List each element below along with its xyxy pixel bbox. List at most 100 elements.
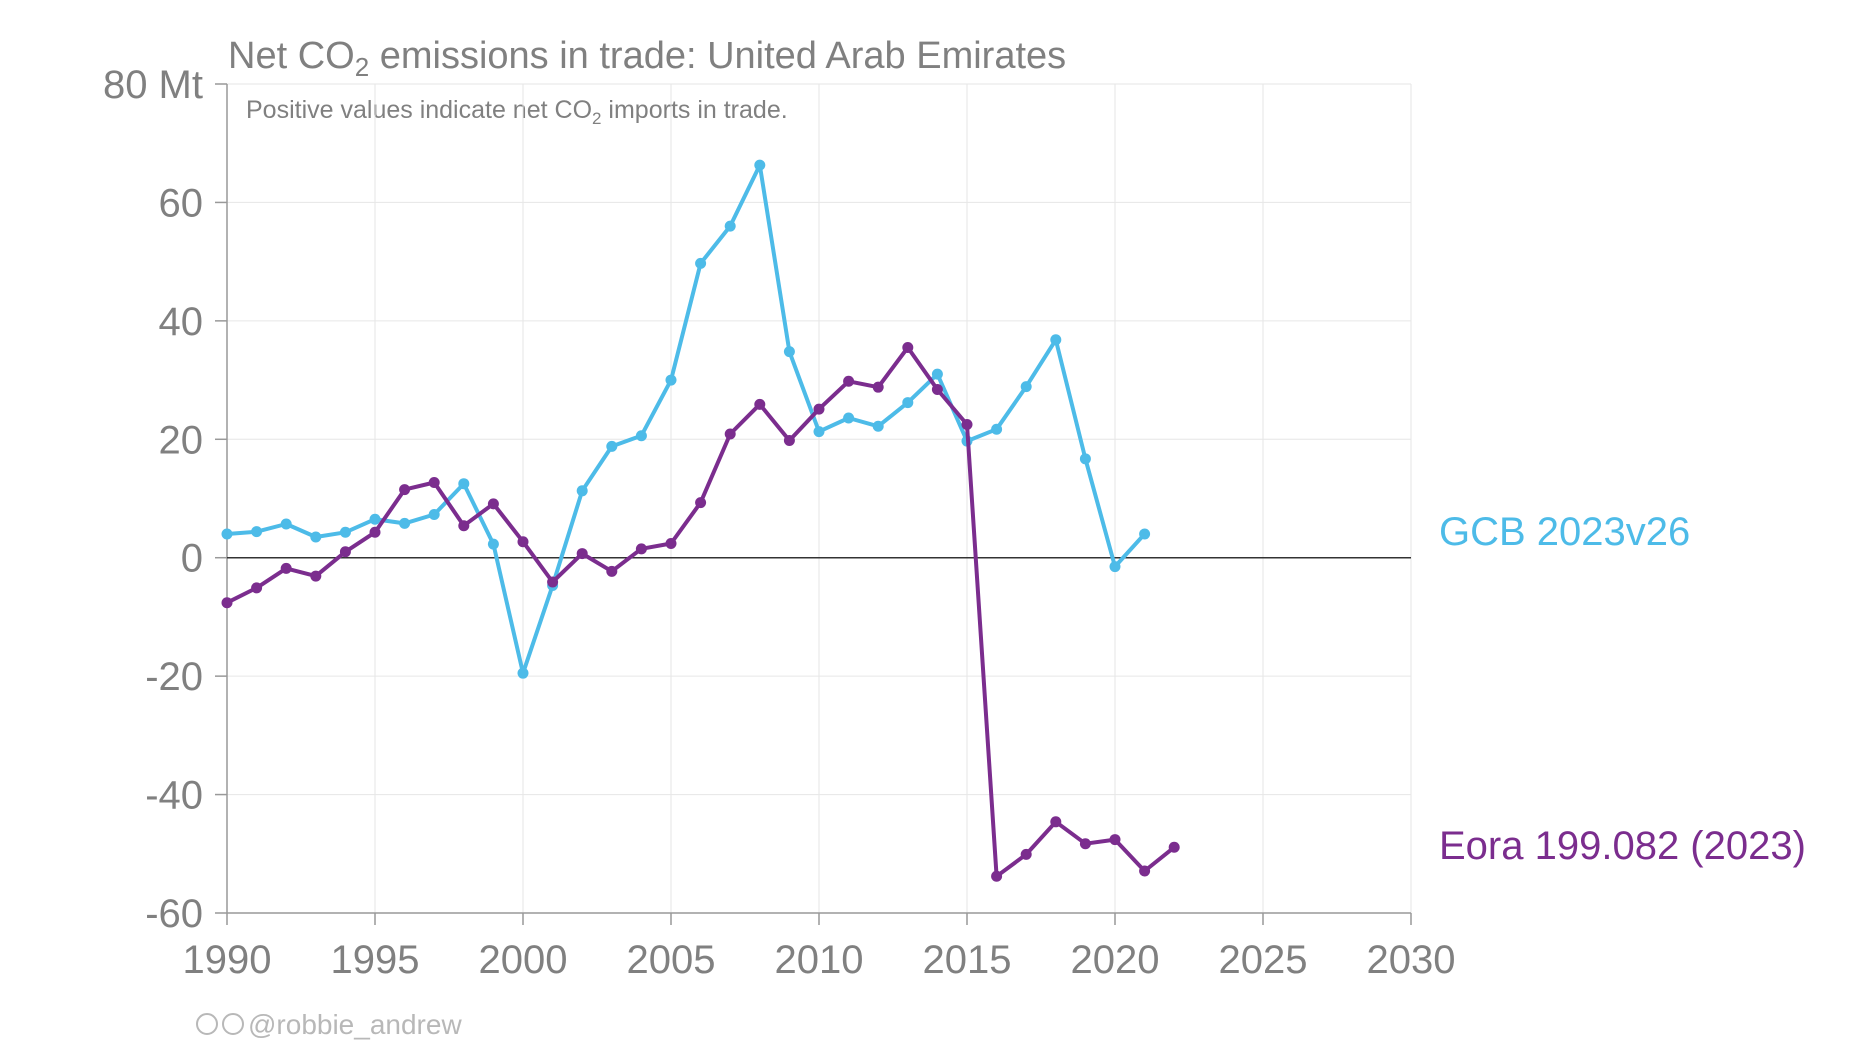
- x-tick-label: 2020: [1071, 938, 1160, 982]
- data-point: [517, 667, 529, 679]
- data-point: [665, 538, 677, 550]
- data-point: [251, 526, 263, 538]
- data-point: [428, 477, 440, 489]
- data-point: [280, 562, 292, 574]
- data-point: [399, 484, 411, 496]
- by-icon: [222, 1013, 244, 1035]
- x-tick-label: 1995: [331, 938, 420, 982]
- data-point: [1168, 841, 1180, 853]
- data-point: [783, 434, 795, 446]
- data-point: [487, 538, 499, 550]
- y-axis-ticks: 80 Mt 60 40 20 0 -20 -40 -60: [103, 63, 227, 936]
- data-point: [428, 508, 440, 520]
- data-point: [369, 526, 381, 538]
- series-label: Eora 199.082 (2023): [1439, 824, 1806, 868]
- gridlines: [227, 83, 1412, 914]
- chart-subtitle-subscript: 2: [592, 109, 601, 128]
- data-point: [1079, 838, 1091, 850]
- data-point: [1109, 834, 1121, 846]
- data-point: [517, 536, 529, 548]
- cc-icon: [196, 1013, 218, 1035]
- data-point: [458, 478, 470, 490]
- data-point: [576, 548, 588, 560]
- y-tick-label: 20: [159, 418, 204, 462]
- data-point: [813, 426, 825, 438]
- data-point: [783, 346, 795, 358]
- x-axis-ticks: 1990 1995 2000 2005 2010 2015 2020 2025 2030: [183, 913, 1455, 982]
- x-tick-label: 2025: [1219, 938, 1308, 982]
- data-point: [843, 375, 855, 387]
- chart-title-prefix: Net CO: [228, 35, 355, 77]
- data-point: [251, 582, 263, 594]
- x-tick-label: 2005: [627, 938, 716, 982]
- data-point: [399, 517, 411, 529]
- data-point: [606, 565, 618, 577]
- data-point: [902, 397, 914, 409]
- data-point: [872, 381, 884, 393]
- data-point: [1139, 865, 1151, 877]
- data-point: [724, 220, 736, 232]
- x-tick-label: 2000: [479, 938, 568, 982]
- chart-subtitle-prefix: Positive values indicate net CO: [246, 96, 592, 124]
- y-tick-label: 40: [159, 300, 204, 344]
- data-point: [369, 513, 381, 525]
- series-labels: GCB 2023v26 Eora 199.082 (2023): [1439, 510, 1806, 868]
- data-point: [1139, 528, 1151, 540]
- data-point: [635, 543, 647, 555]
- data-point: [754, 159, 766, 171]
- y-tick-label: 0: [181, 537, 203, 581]
- y-tick-label: -20: [145, 655, 203, 699]
- data-point: [991, 423, 1003, 435]
- series-label: GCB 2023v26: [1439, 510, 1690, 554]
- data-point: [1050, 816, 1062, 828]
- series-line: [226, 163, 1147, 676]
- chart-subtitle-suffix: imports in trade.: [601, 96, 787, 124]
- y-tick-label: -40: [145, 774, 203, 818]
- chart-title: Net CO2 emissions in trade: United Arab …: [228, 35, 1066, 82]
- data-point: [961, 418, 973, 430]
- data-point: [931, 368, 943, 380]
- data-point: [902, 342, 914, 354]
- credit: @robbie_andrew: [196, 1009, 462, 1040]
- series-group: [221, 159, 1180, 882]
- data-point: [843, 412, 855, 424]
- chart-subtitle: Positive values indicate net CO2 imports…: [246, 96, 788, 128]
- data-point: [547, 576, 559, 588]
- data-point: [931, 384, 943, 396]
- chart-title-suffix: emissions in trade: United Arab Emirates: [369, 35, 1066, 77]
- data-point: [1020, 381, 1032, 393]
- y-tick-label: 80 Mt: [103, 63, 203, 107]
- data-point: [1079, 453, 1091, 465]
- y-tick-label: 60: [159, 181, 204, 225]
- data-point: [576, 485, 588, 497]
- data-point: [724, 428, 736, 440]
- y-tick-label: -60: [145, 892, 203, 936]
- data-point: [872, 420, 884, 432]
- data-point: [606, 440, 618, 452]
- series-line: [226, 345, 1176, 879]
- credit-text: @robbie_andrew: [248, 1009, 462, 1040]
- data-point: [665, 374, 677, 386]
- data-point: [813, 403, 825, 415]
- data-point: [487, 498, 499, 510]
- data-point: [754, 398, 766, 410]
- data-point: [1109, 561, 1121, 573]
- data-point: [339, 526, 351, 538]
- data-point: [339, 546, 351, 558]
- data-point: [1050, 334, 1062, 346]
- data-point: [221, 597, 233, 609]
- data-point: [695, 257, 707, 269]
- x-tick-label: 1990: [183, 938, 272, 982]
- data-point: [635, 430, 647, 442]
- data-point: [1020, 848, 1032, 860]
- x-tick-label: 2010: [775, 938, 864, 982]
- data-point: [310, 531, 322, 543]
- x-tick-label: 2015: [923, 938, 1012, 982]
- data-point: [695, 497, 707, 509]
- chart-title-subscript: 2: [355, 52, 369, 82]
- data-point: [221, 528, 233, 540]
- data-point: [310, 570, 322, 582]
- data-point: [991, 870, 1003, 882]
- data-point: [280, 518, 292, 530]
